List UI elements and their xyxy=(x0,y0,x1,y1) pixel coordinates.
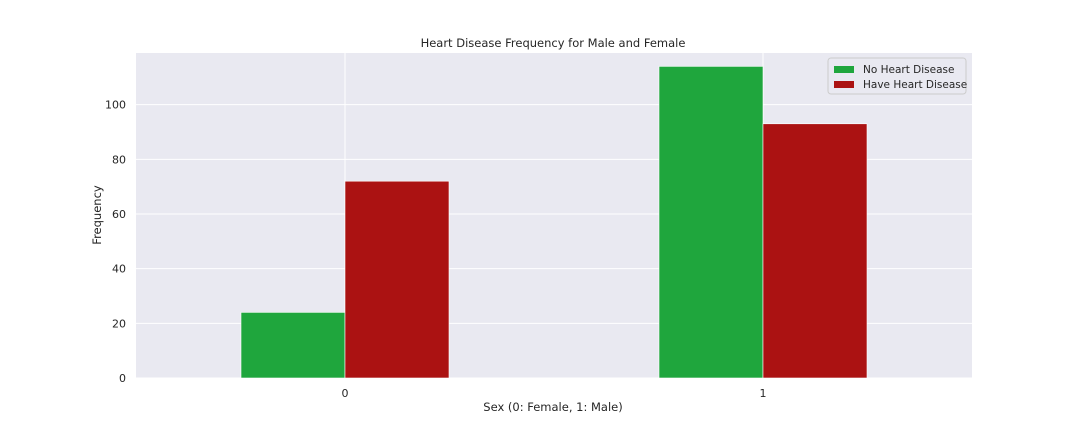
y-tick-label: 80 xyxy=(112,153,126,166)
legend-label: No Heart Disease xyxy=(863,64,954,76)
y-tick-label: 20 xyxy=(112,317,126,330)
y-tick-label: 0 xyxy=(119,372,126,385)
chart-title: Heart Disease Frequency for Male and Fem… xyxy=(421,36,686,50)
y-axis-label: Frequency xyxy=(90,185,104,245)
x-tick-label: 0 xyxy=(342,387,349,400)
bar-no-heart-disease-1 xyxy=(658,66,764,379)
x-tick-label: 1 xyxy=(760,387,767,400)
legend-frame xyxy=(827,57,967,95)
legend: No Heart Disease Have Heart Disease xyxy=(827,57,967,95)
bar-no-heart-disease-0 xyxy=(240,312,346,379)
bar-have-heart-disease-1 xyxy=(762,123,868,379)
x-axis-label: Sex (0: Female, 1: Male) xyxy=(483,400,622,414)
legend-swatch xyxy=(834,66,854,73)
legend-swatch xyxy=(834,81,854,88)
bar-have-heart-disease-0 xyxy=(344,180,450,379)
legend-label: Have Heart Disease xyxy=(863,79,967,91)
y-tick-label: 40 xyxy=(112,263,126,276)
y-axis-ticks: 0 20 40 60 80 100 xyxy=(105,99,126,385)
y-tick-label: 60 xyxy=(112,208,126,221)
bars xyxy=(240,66,868,379)
y-tick-label: 100 xyxy=(105,99,126,112)
